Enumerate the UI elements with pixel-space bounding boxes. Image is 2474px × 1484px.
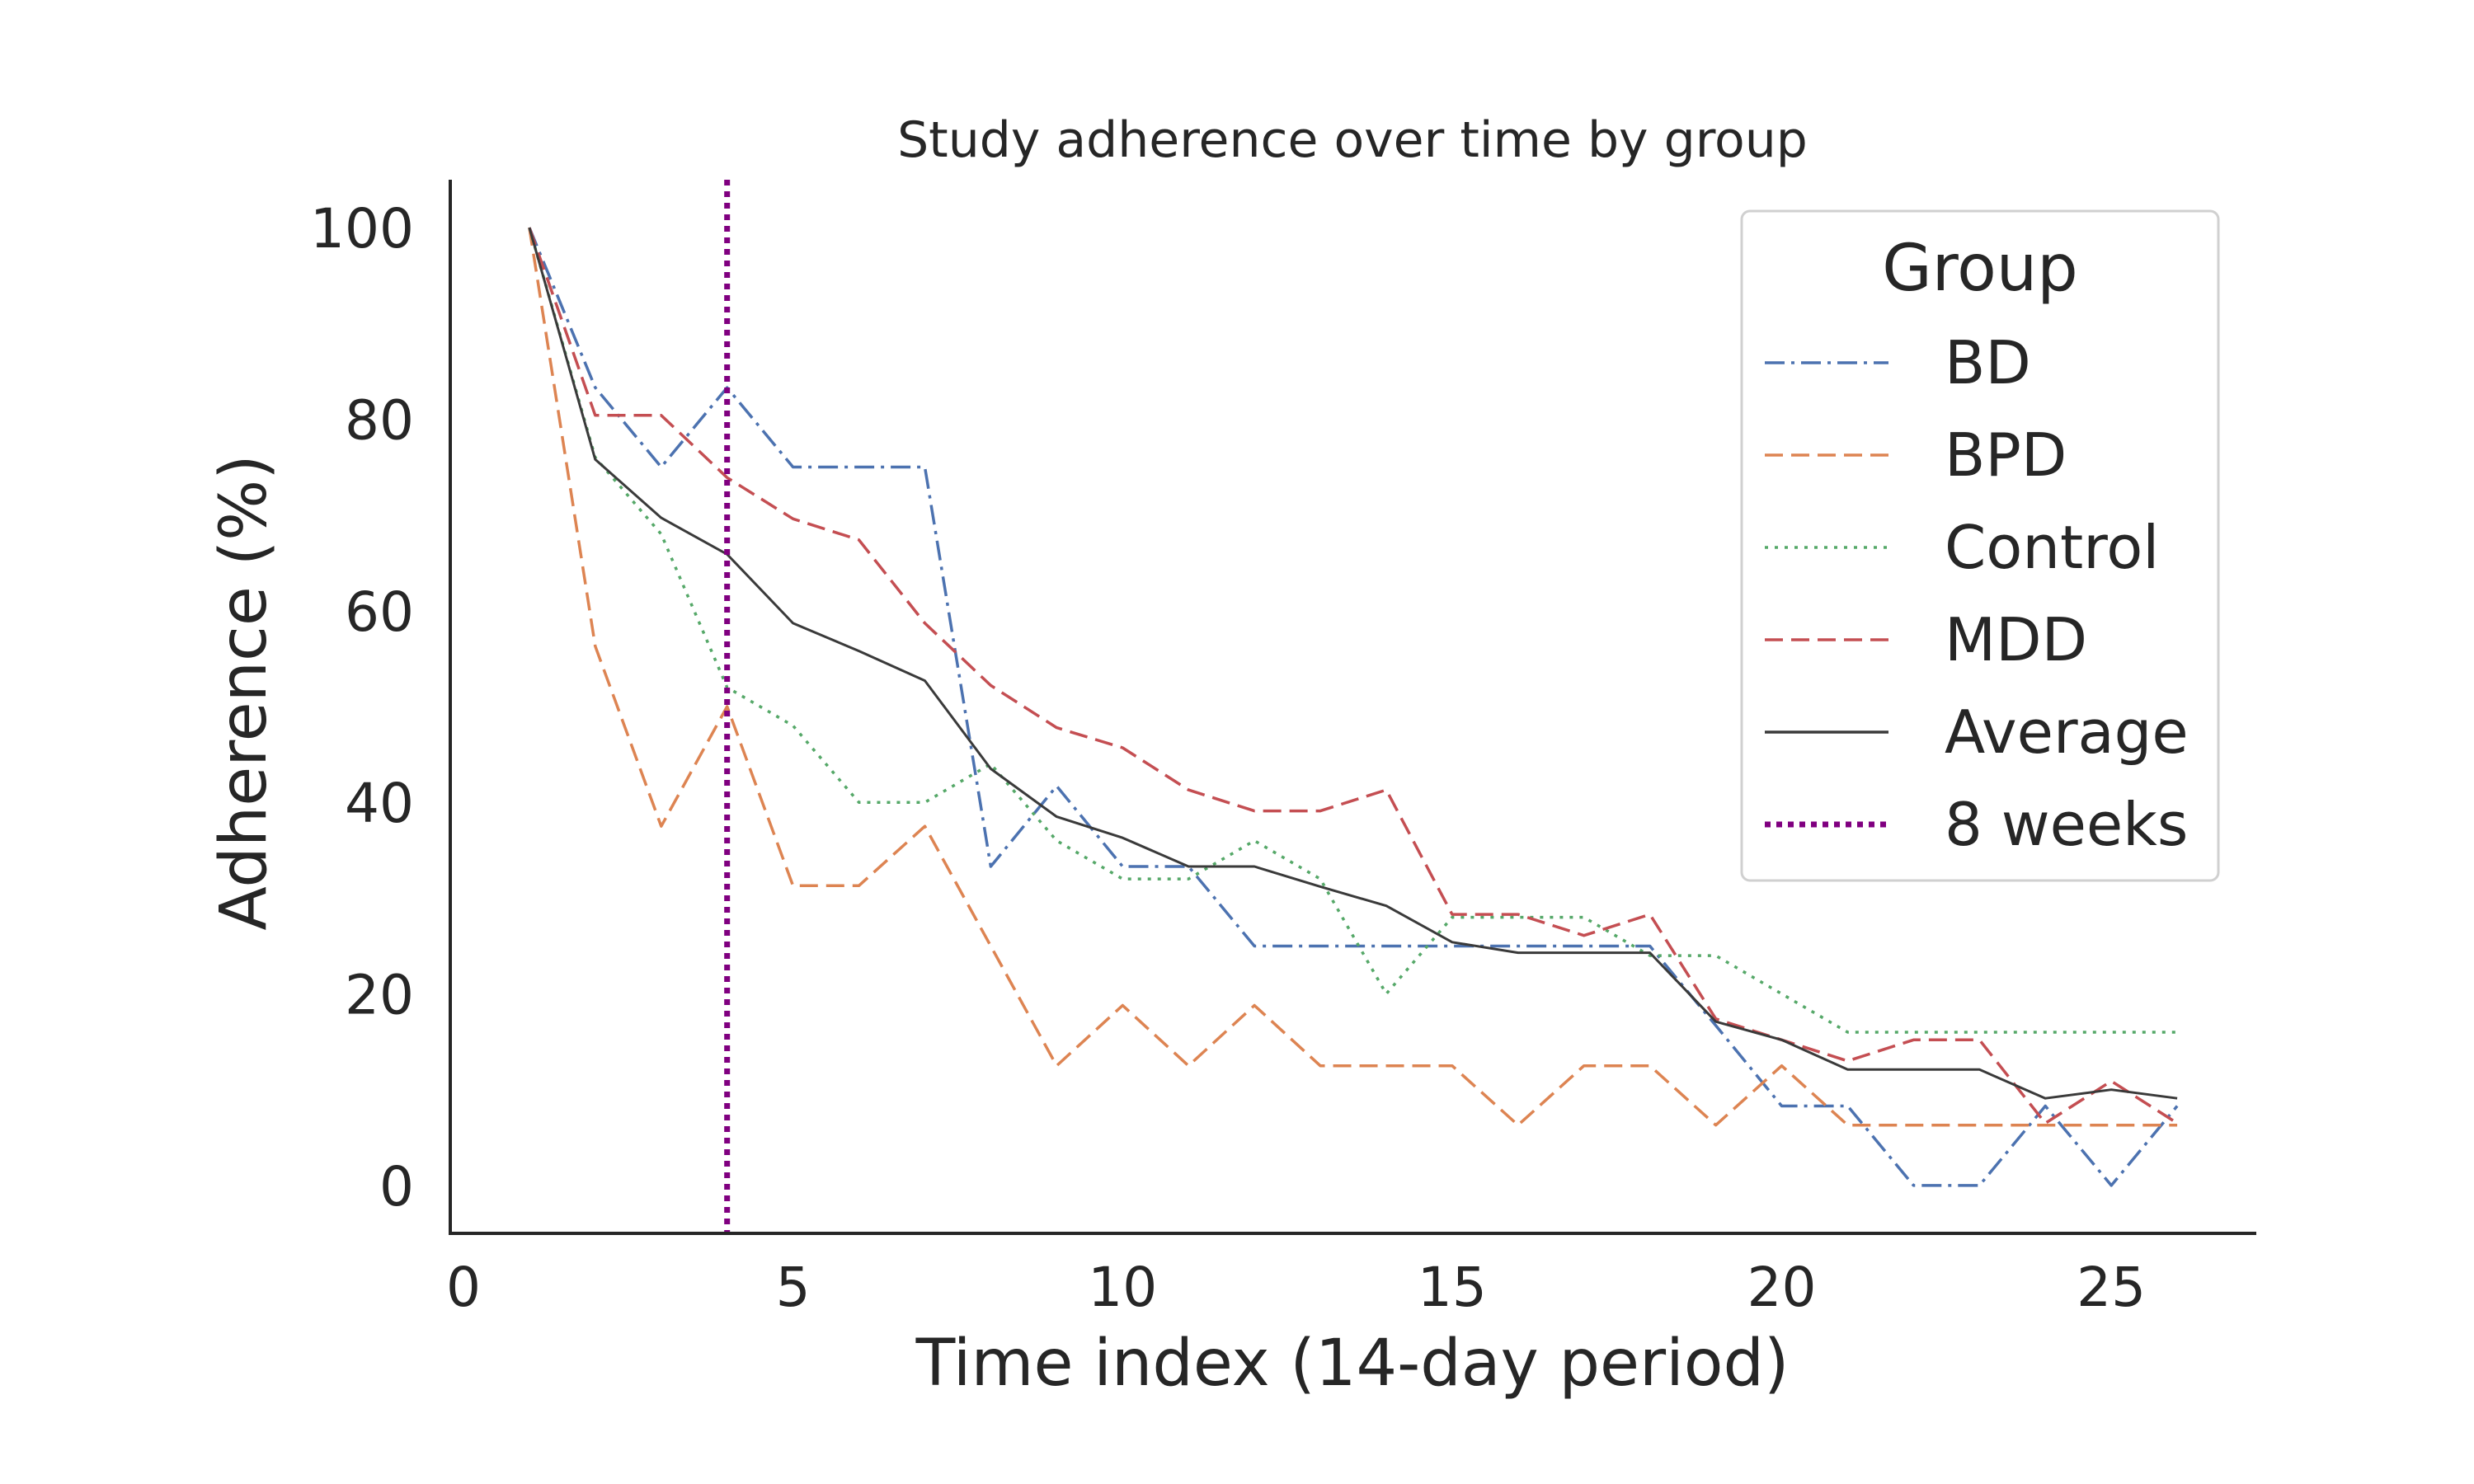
x-tick-label: 15 <box>1418 1256 1487 1319</box>
x-tick-label: 0 <box>446 1256 481 1319</box>
legend-title: Group <box>1882 232 2077 306</box>
legend-label-8-weeks: 8 weeks <box>1945 790 2188 859</box>
chart-title: Study adherence over time by group <box>897 111 1808 169</box>
plot-lines <box>528 180 2179 1233</box>
legend-box <box>1740 209 2220 882</box>
series-line-bpd <box>528 227 2178 1127</box>
y-axis-label: Adherence (%) <box>207 454 281 930</box>
y-tick-label: 20 <box>345 964 414 1027</box>
y-tick-label: 0 <box>379 1155 414 1219</box>
legend-label-bpd: BPD <box>1945 420 2067 490</box>
legend: Group BD BPD Control MDD Average 8 weeks <box>1740 209 2220 882</box>
legend-label-mdd: MDD <box>1945 605 2087 674</box>
y-tick-label: 60 <box>345 580 414 644</box>
x-tick-label: 5 <box>776 1256 811 1319</box>
y-tick-label: 100 <box>310 197 414 261</box>
x-tick-label: 25 <box>2077 1256 2146 1319</box>
legend-label-average: Average <box>1945 697 2189 767</box>
y-tick-label: 40 <box>345 772 414 835</box>
series-line-bd <box>528 227 2179 1187</box>
legend-label-control: Control <box>1945 513 2159 582</box>
y-tick-label: 80 <box>345 388 414 452</box>
x-tick-label: 20 <box>1747 1256 1817 1319</box>
series-line-average <box>528 227 2178 1100</box>
series-line-control <box>528 227 2178 1034</box>
axes: 0 5 10 15 20 25 0 20 40 60 80 100 <box>310 180 2256 1319</box>
series-line-mdd <box>528 227 2179 1125</box>
x-axis-label: Time index (14-day period) <box>915 1327 1790 1401</box>
legend-label-bd: BD <box>1945 328 2031 397</box>
x-tick-label: 10 <box>1088 1256 1157 1319</box>
